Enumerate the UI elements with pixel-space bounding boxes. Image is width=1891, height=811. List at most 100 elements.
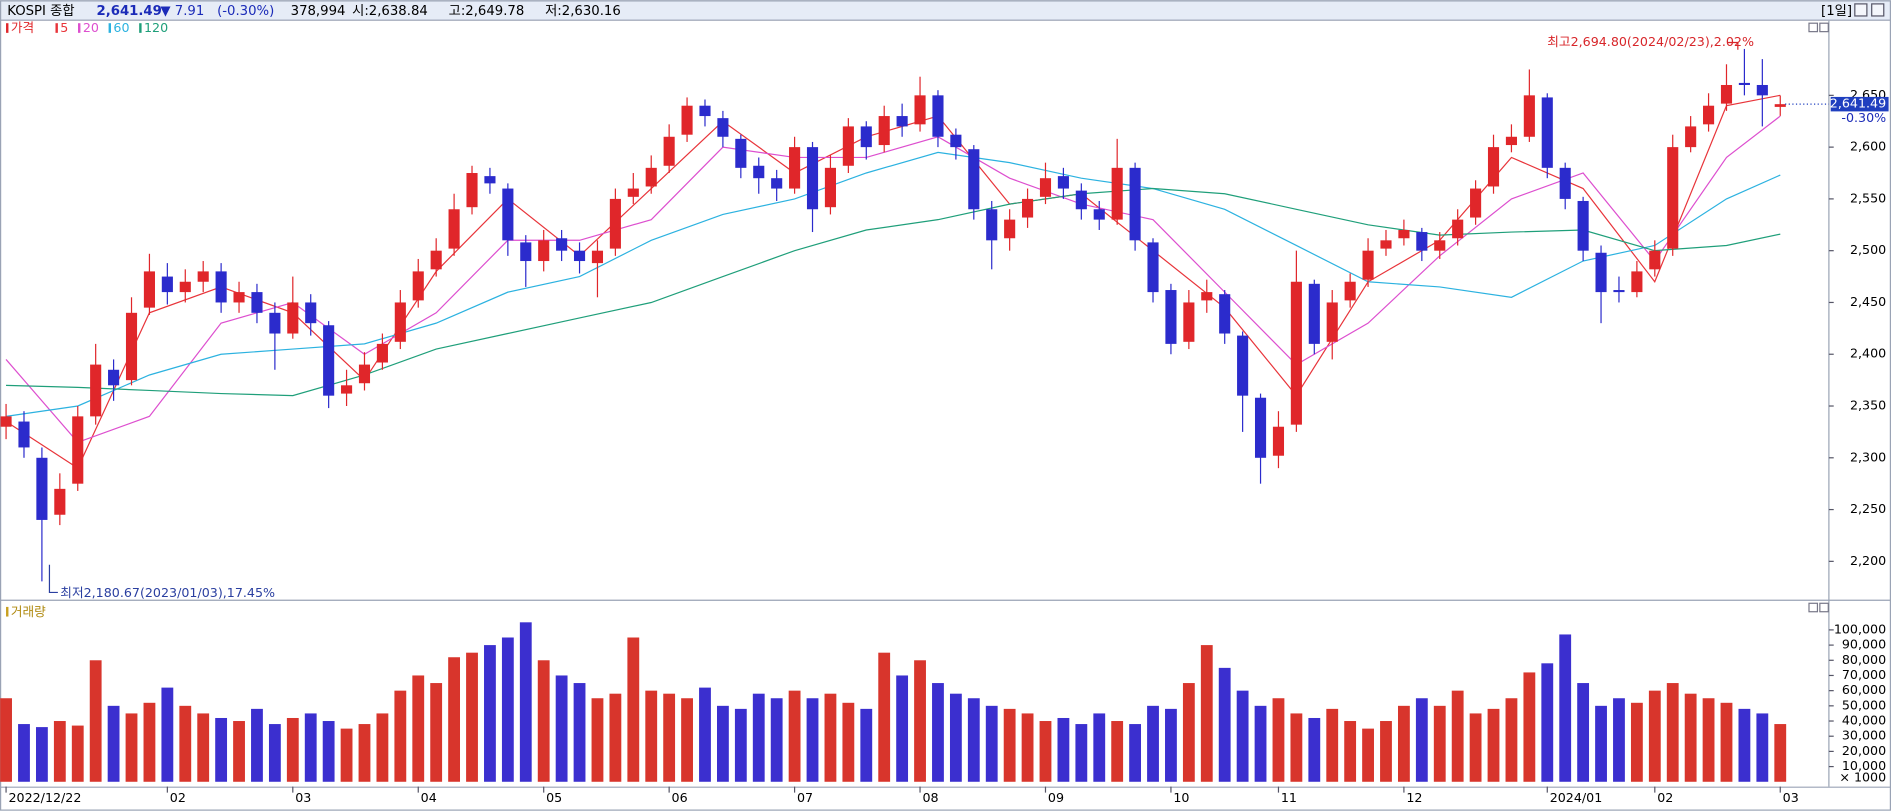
candle-body	[287, 302, 299, 334]
candle-body	[54, 488, 66, 515]
panel-button[interactable]	[1808, 22, 1819, 33]
volume-bar	[322, 721, 335, 782]
volume-bar	[752, 693, 765, 782]
volume-bar	[519, 622, 532, 782]
volume-bar	[681, 698, 693, 782]
candle-body	[789, 147, 801, 189]
candle-body	[72, 416, 84, 484]
candle-body	[1452, 219, 1464, 239]
volume-bar	[1505, 698, 1518, 782]
candle-body	[251, 292, 263, 313]
candle-body	[1004, 219, 1016, 239]
volume-bar	[842, 702, 855, 782]
volume-bar	[1290, 713, 1303, 782]
volume-bar	[1380, 721, 1392, 782]
volume-bar	[1433, 705, 1446, 782]
candle-body	[1559, 167, 1571, 199]
candle-body	[1272, 426, 1285, 456]
volume-bar	[1397, 705, 1410, 782]
y-tick-label: 10,000	[1842, 758, 1886, 773]
volume-bar	[1559, 634, 1572, 782]
minimize-button[interactable]	[1854, 3, 1868, 17]
volume-bar	[394, 690, 407, 782]
candle-body	[233, 292, 245, 303]
period-button[interactable]: [1일]	[1821, 3, 1852, 19]
volume-bar	[466, 652, 478, 782]
y-tick-label: 2,400	[1850, 346, 1886, 361]
legend-swatch	[6, 23, 9, 33]
volume-bar	[304, 713, 317, 782]
legend-swatch	[108, 23, 112, 33]
candle-body	[1505, 136, 1517, 146]
volume-bar	[1344, 721, 1357, 782]
volume-bar	[1738, 708, 1751, 782]
volume-bar	[1111, 721, 1124, 782]
volume-bar	[1147, 705, 1159, 782]
volume-bar	[197, 713, 210, 782]
x-tick-label: 04	[421, 790, 437, 805]
volume-bar	[555, 675, 568, 782]
volume-bar	[1774, 724, 1787, 782]
volume-bar	[1093, 713, 1106, 782]
candle-body	[609, 198, 621, 249]
candle-body	[502, 188, 514, 241]
y-tick-label: 2,350	[1850, 398, 1886, 413]
y-tick-label: 50,000	[1842, 697, 1886, 712]
candle-body	[950, 134, 962, 148]
legend-swatch	[6, 606, 9, 617]
x-tick-label: 10	[1173, 790, 1189, 805]
legend-volume: 거래량	[11, 604, 46, 619]
candle-body	[878, 116, 890, 146]
volume-bar	[788, 690, 801, 782]
candle-body	[1685, 126, 1697, 148]
volume-bar	[1039, 721, 1052, 782]
candle-body	[1075, 190, 1087, 210]
candle-body	[179, 281, 191, 293]
candle-body	[412, 271, 424, 301]
candle-body	[1667, 147, 1679, 249]
legend-price: 가격	[11, 20, 34, 35]
panel-button[interactable]	[1819, 22, 1829, 33]
volume-bar	[215, 717, 228, 782]
volume-bar	[1218, 667, 1231, 782]
legend-swatch	[139, 23, 142, 33]
candle-body	[394, 302, 406, 342]
y-tick-label: 40,000	[1842, 713, 1886, 728]
y-tick-label: 30,000	[1842, 728, 1886, 743]
candle-body	[1022, 198, 1034, 218]
volume-bar	[35, 727, 48, 782]
candle-body	[430, 250, 442, 270]
volume-bar	[1254, 705, 1267, 782]
x-tick-label: 03	[295, 790, 311, 805]
candle-body	[341, 385, 353, 394]
x-tick-label: 08	[922, 790, 938, 805]
volume-bar	[609, 693, 622, 782]
change: ▼ 7.91	[160, 4, 204, 19]
candle-body	[806, 147, 819, 210]
volume-bar	[53, 721, 66, 782]
close-button[interactable]	[1871, 3, 1885, 17]
candle-body	[699, 105, 711, 117]
volume-bar	[860, 708, 873, 782]
volume-bar	[268, 724, 281, 782]
candle-body	[1057, 176, 1069, 189]
candle-body	[1147, 242, 1159, 293]
volume-bar	[501, 637, 514, 782]
volume: 378,994	[291, 4, 346, 19]
candle-body	[125, 312, 138, 381]
high-arrow	[1726, 41, 1739, 50]
volume-bar	[1469, 713, 1482, 782]
panel-button[interactable]	[1819, 602, 1829, 613]
candle-body	[448, 209, 460, 249]
volume-bar	[914, 660, 926, 782]
y-tick-label: 2,250	[1850, 501, 1886, 516]
moving-average-line	[5, 115, 1781, 443]
volume-unit: × 1000	[1839, 770, 1886, 785]
candle-body	[556, 238, 568, 251]
volume-bar	[484, 645, 496, 782]
panel-button[interactable]	[1808, 602, 1819, 613]
volume-bar	[286, 717, 299, 782]
candle-body	[18, 421, 30, 448]
candle-body	[573, 250, 586, 262]
